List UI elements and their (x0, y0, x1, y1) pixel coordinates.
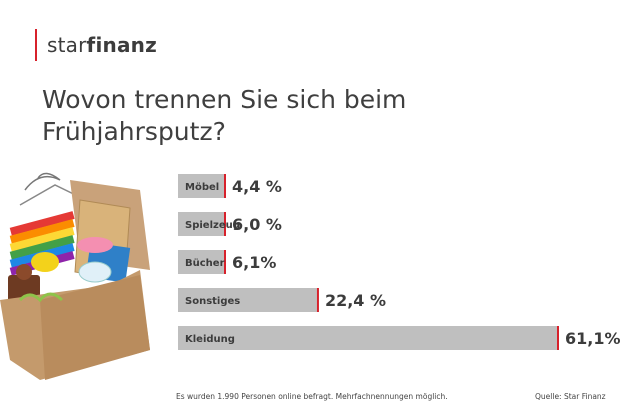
logo-name: finanz (86, 33, 157, 57)
value-label: 4,4 % (232, 177, 282, 196)
value-label: 6,0 % (232, 215, 282, 234)
footnote: Es wurden 1.990 Personen online befragt.… (176, 392, 448, 401)
household-items-box-illustration (0, 172, 150, 380)
bar-end-marker (557, 326, 559, 350)
source-note: Quelle: Star Finanz (535, 392, 606, 401)
category-label: Kleidung (185, 334, 235, 345)
bar-end-marker (224, 212, 226, 236)
bar-end-marker (224, 250, 226, 274)
bar-möbel (178, 174, 224, 198)
bar-end-marker (316, 288, 319, 312)
brand-logo: starfinanz (35, 29, 157, 61)
value-label: 22,4 % (325, 291, 386, 310)
bar-bücher (178, 250, 224, 274)
logo-accent-bar (35, 29, 37, 61)
bar-sonstiges (178, 288, 317, 312)
category-label: Bücher (185, 258, 225, 269)
chart-title: Wovon trennen Sie sich beim Frühjahrsput… (42, 85, 407, 146)
bar-kleidung (178, 326, 557, 350)
value-label: 6,1% (232, 253, 276, 272)
logo-text: starfinanz (47, 33, 157, 57)
bar-end-marker (224, 174, 226, 198)
category-label: Möbel (185, 182, 219, 193)
logo-prefix: star (47, 33, 87, 57)
bar-spielzeug (178, 212, 224, 236)
category-label: Sonstiges (185, 296, 240, 307)
category-label: Spielzeug (185, 220, 240, 231)
value-label: 61,1% (565, 329, 621, 348)
